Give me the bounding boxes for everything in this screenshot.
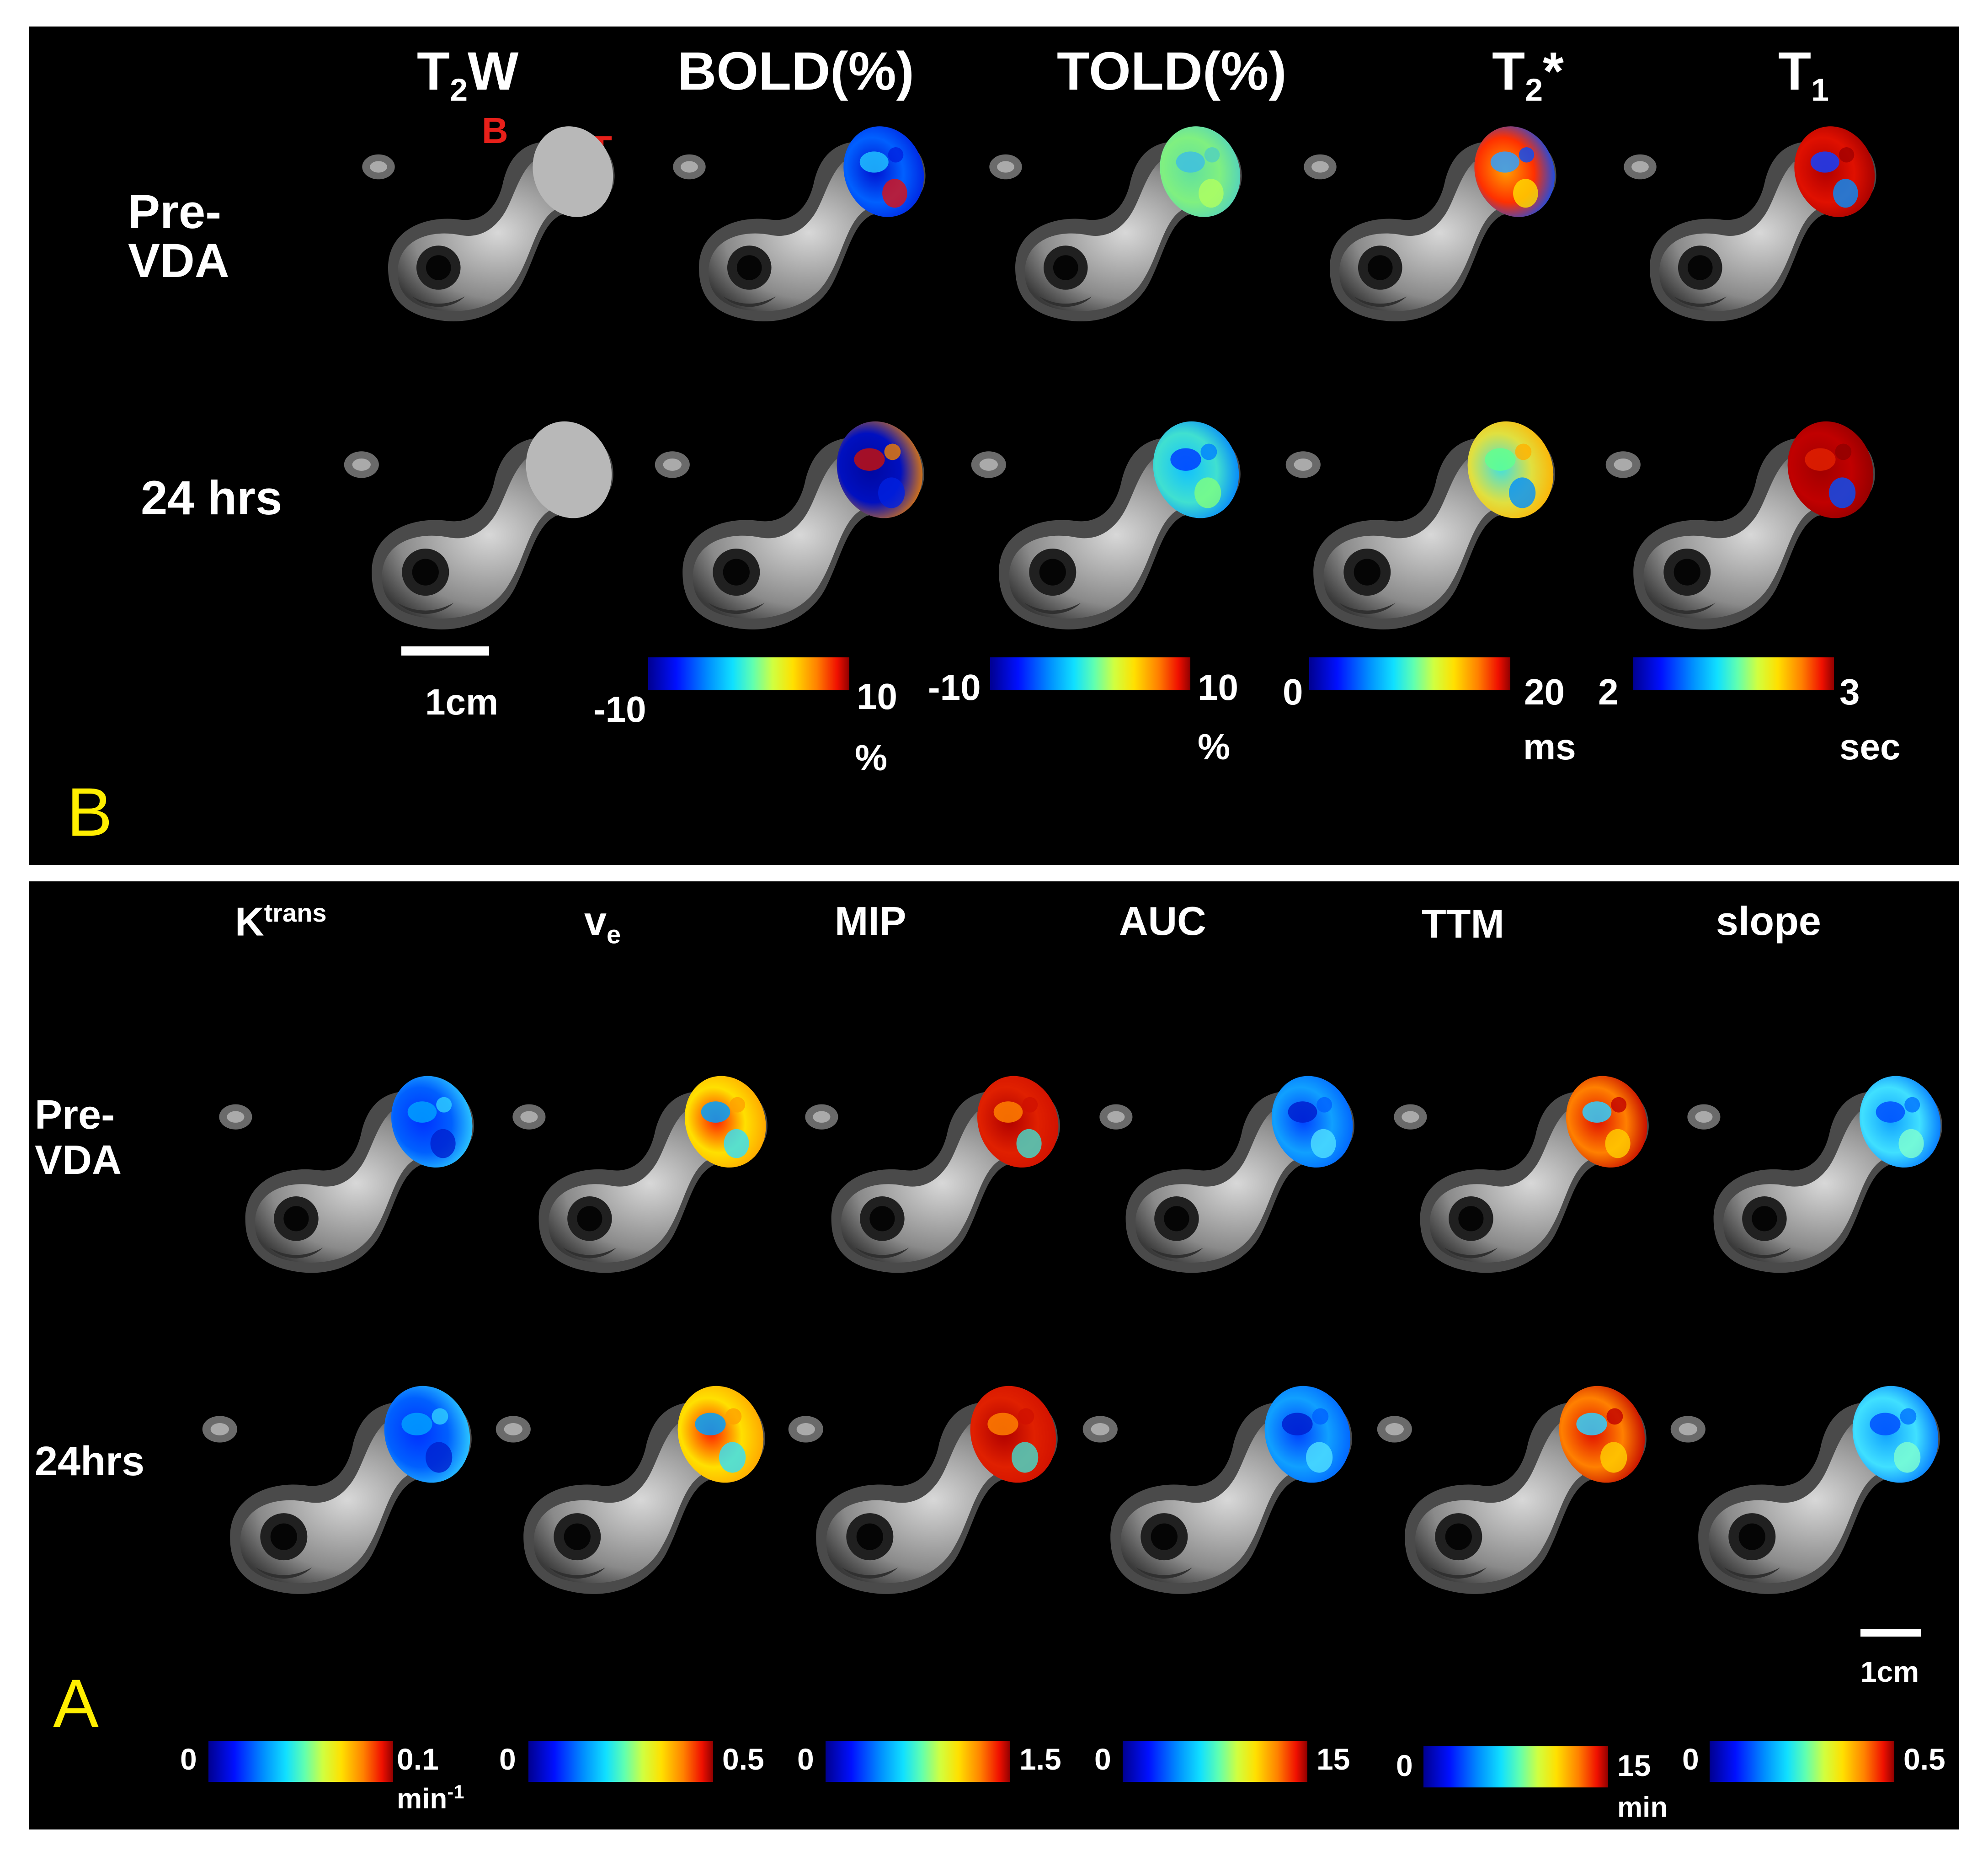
colorbar-ve-min: 0	[499, 1742, 516, 1776]
colorbar-slope-min: 0	[1682, 1742, 1699, 1776]
colorbar-ttm-min: 0	[1396, 1749, 1413, 1782]
colorbar-told-unit: %	[1198, 726, 1231, 767]
scale-bar-a	[1860, 1629, 1921, 1637]
scale-bar	[401, 646, 489, 656]
colorbar-ttm-max: 15	[1617, 1749, 1651, 1782]
mri-slice-24hrs-slope	[1671, 1386, 1940, 1595]
colorbar-t2star-max: 20	[1524, 672, 1565, 712]
mri-slice-pre-vda-bold	[673, 126, 926, 321]
header-t1: T1	[1778, 41, 1829, 108]
mri-slice-24hrs-t2w	[344, 421, 614, 630]
colorbar-bold	[648, 657, 849, 690]
header-ktrans: Ktrans	[235, 898, 327, 944]
panel-a: Ktrans ve MIP AUC TTM slope Pre- VDA 24h…	[29, 881, 1959, 1829]
header-ve: ve	[584, 898, 621, 949]
mri-slice-24hrs-ve	[496, 1386, 766, 1595]
mri-slice-24hrs-t2star	[1286, 421, 1556, 630]
mri-slice-24hrs-bold	[655, 421, 925, 630]
colorbar-ktrans-min: 0	[180, 1742, 197, 1776]
colorbar-ve	[528, 1741, 713, 1782]
row-label-24hrs: 24 hrs	[141, 471, 282, 525]
row-label-pre-vda: Pre- VDA	[128, 185, 229, 288]
colorbar-ktrans-unit: min-1	[397, 1781, 464, 1815]
header-t2star: T2*	[1492, 41, 1564, 108]
colorbar-auc-max: 15	[1316, 1742, 1350, 1776]
colorbar-auc	[1123, 1741, 1307, 1782]
colorbar-t1-max: 3	[1839, 672, 1860, 712]
mri-slice-pre-vda-mip	[805, 1076, 1061, 1273]
mri-slice-24hrs-ktrans	[203, 1386, 472, 1595]
colorbar-ttm-unit: min	[1617, 1792, 1668, 1823]
colorbar-ve-max: 0.5	[722, 1742, 764, 1776]
header-t2w: T2W	[417, 41, 519, 108]
colorbar-ktrans	[208, 1741, 393, 1782]
mri-slice-24hrs-told	[971, 421, 1241, 630]
colorbar-t2star-min: 0	[1283, 672, 1303, 712]
colorbar-told	[990, 657, 1190, 690]
panel-tag-a: A	[53, 1665, 99, 1742]
row-label-24hrs-a: 24hrs	[35, 1439, 145, 1484]
colorbar-told-max: 10	[1198, 667, 1238, 708]
mri-slice-24hrs-ttm	[1377, 1386, 1647, 1595]
mri-slice-pre-vda-slope	[1687, 1076, 1943, 1273]
mri-slice-pre-vda-ttm	[1394, 1076, 1649, 1273]
tissue-label-b: B	[482, 110, 508, 151]
mri-slice-pre-vda-auc	[1099, 1076, 1355, 1273]
colorbar-told-min: -10	[928, 667, 981, 708]
mri-slice-24hrs-t1	[1606, 421, 1876, 630]
mri-slice-24hrs-mip	[789, 1386, 1058, 1595]
scale-bar-a-label: 1cm	[1860, 1655, 1919, 1688]
colorbar-slope	[1710, 1741, 1894, 1782]
mri-slice-pre-vda-ktrans	[219, 1076, 474, 1273]
colorbar-mip	[826, 1741, 1010, 1782]
header-ttm: TTM	[1422, 901, 1504, 946]
row-label-pre-vda-a: Pre- VDA	[35, 1092, 122, 1183]
mri-slice-pre-vda-t2w	[362, 126, 615, 321]
mri-slice-pre-vda-told	[989, 126, 1242, 321]
colorbar-ktrans-max: 0.1	[397, 1742, 439, 1776]
colorbar-ttm	[1423, 1746, 1608, 1787]
header-mip: MIP	[835, 898, 906, 944]
colorbar-t1-unit: sec	[1839, 726, 1901, 767]
colorbar-bold-min: -10	[593, 689, 646, 730]
mri-slice-pre-vda-ve	[512, 1076, 768, 1273]
mri-slice-24hrs-auc	[1083, 1386, 1353, 1595]
header-slope: slope	[1716, 898, 1821, 944]
scale-bar-label: 1cm	[425, 682, 499, 722]
colorbar-t1	[1633, 657, 1834, 690]
colorbar-slope-max: 0.5	[1903, 1742, 1945, 1776]
header-auc: AUC	[1119, 898, 1206, 944]
mri-slice-pre-vda-t1	[1624, 126, 1876, 321]
colorbar-mip-max: 1.5	[1019, 1742, 1061, 1776]
mri-slice-pre-vda-t2star	[1304, 126, 1556, 321]
panel-tag-b: B	[67, 773, 113, 850]
colorbar-auc-min: 0	[1094, 1742, 1111, 1776]
header-told: TOLD(%)	[1057, 41, 1287, 101]
colorbar-t2star	[1309, 657, 1510, 690]
header-bold: BOLD(%)	[677, 41, 914, 101]
colorbar-t1-min: 2	[1598, 672, 1619, 712]
colorbar-bold-max: 10	[857, 676, 897, 717]
colorbar-mip-min: 0	[797, 1742, 814, 1776]
colorbar-bold-unit: %	[855, 737, 888, 778]
colorbar-t2star-unit: ms	[1523, 726, 1576, 767]
